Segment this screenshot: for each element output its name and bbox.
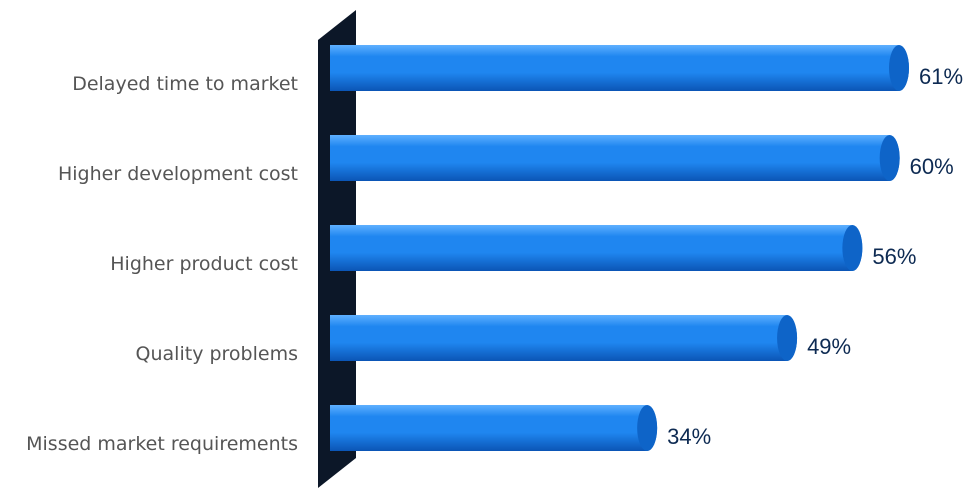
bar-end-cap bbox=[889, 45, 909, 91]
bar-body bbox=[330, 135, 900, 181]
category-label: Quality problems bbox=[136, 343, 298, 365]
bar-body bbox=[330, 315, 798, 361]
category-label: Higher development cost bbox=[58, 163, 298, 185]
bar-body bbox=[330, 225, 863, 271]
bar-end-cap bbox=[879, 135, 900, 181]
value-label: 49% bbox=[807, 334, 851, 359]
bar-body bbox=[330, 405, 658, 451]
category-label: Delayed time to market bbox=[72, 73, 298, 95]
value-label: 60% bbox=[910, 154, 954, 179]
bar bbox=[330, 315, 798, 361]
bar bbox=[330, 405, 658, 451]
bar bbox=[330, 135, 900, 181]
value-label: 56% bbox=[872, 244, 916, 269]
bar-end-cap bbox=[637, 405, 658, 451]
bar-body bbox=[330, 45, 909, 91]
value-label: 61% bbox=[919, 64, 963, 89]
category-label: Missed market requirements bbox=[26, 433, 298, 455]
bar-end-cap bbox=[777, 315, 798, 361]
bar bbox=[330, 45, 909, 91]
bar-end-cap bbox=[842, 225, 863, 271]
bar bbox=[330, 225, 863, 271]
value-label: 34% bbox=[667, 424, 711, 449]
category-label: Higher product cost bbox=[110, 253, 298, 275]
